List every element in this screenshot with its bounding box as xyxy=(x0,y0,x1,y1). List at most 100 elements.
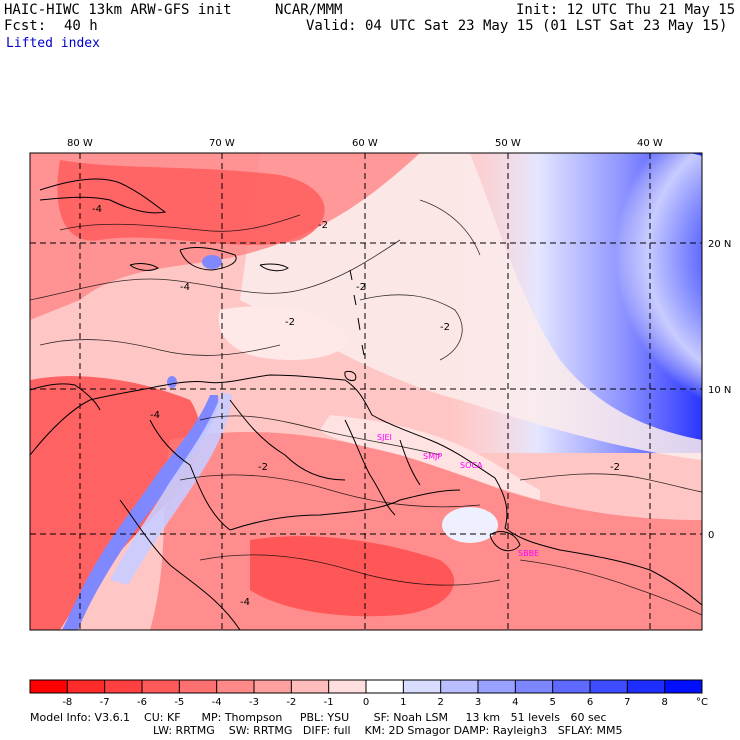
colorbar-tick-label: 8 xyxy=(661,697,667,708)
contour-label: -2 xyxy=(318,220,328,231)
contour-line-1 xyxy=(30,239,401,301)
colorbar-swatch xyxy=(291,680,330,693)
colorbar-tick-label: 7 xyxy=(624,697,630,708)
colorbar-swatch xyxy=(515,680,554,693)
forecast-hour: 40 h xyxy=(64,18,98,34)
colorbar-swatch xyxy=(179,680,218,693)
colorbar-tick-label: 3 xyxy=(475,697,481,708)
contour-line-4 xyxy=(199,415,441,456)
amazon-strong xyxy=(250,536,455,617)
colorbar-tick-label: -3 xyxy=(249,697,259,708)
contour-label: -4 xyxy=(150,410,160,421)
trinidad-coast xyxy=(344,371,357,381)
colorbar-tick-label: -5 xyxy=(174,697,184,708)
colombia-border xyxy=(149,419,231,531)
colorbar-tick-label: 1 xyxy=(400,697,406,708)
contour-label: -2 xyxy=(440,322,450,333)
lon-label-80w: 80 W xyxy=(67,138,93,149)
colorbar-swatch xyxy=(30,680,68,693)
south-america-north-coast xyxy=(30,374,702,606)
valid-time: Valid: 04 UTC Sat 23 May 15 (01 LST Sat … xyxy=(306,18,728,34)
forecast-label: Fcst: xyxy=(4,18,47,34)
colorbar-swatch xyxy=(627,680,666,693)
model-info-line1: Model Info: V3.6.1 CU: KF MP: Thompson P… xyxy=(30,711,607,724)
marajo-island xyxy=(489,531,521,552)
colorbar-tick-label: 6 xyxy=(587,697,593,708)
contour-label: -2 xyxy=(258,462,268,473)
caribbean-strong xyxy=(57,160,325,245)
venezuela-border xyxy=(229,399,346,481)
station-label: SOCA xyxy=(460,461,483,470)
colorbar-unit: °C xyxy=(696,697,708,708)
colorbar-swatch xyxy=(67,680,106,693)
station-label: SBBE xyxy=(518,549,539,558)
station-label: SJEI xyxy=(377,433,392,442)
lon-label-40w: 40 W xyxy=(637,138,663,149)
colorbar-swatch xyxy=(440,680,479,693)
colorbar-swatch xyxy=(664,680,703,693)
map-frame xyxy=(29,152,703,631)
hispaniola-stable xyxy=(202,255,222,269)
contour-line-3 xyxy=(39,339,281,356)
colorbar-tick-label: -1 xyxy=(324,697,334,708)
contour-line-5 xyxy=(179,474,481,508)
contour-line-8 xyxy=(519,559,702,616)
contour-line-10 xyxy=(419,199,481,256)
field-name: Lifted index xyxy=(6,36,100,51)
colombia-unstable xyxy=(30,376,201,630)
colorbar-tick-label: -2 xyxy=(286,697,296,708)
station-label: SMJP xyxy=(423,452,442,461)
colorbar-swatch xyxy=(590,680,628,693)
contour-label: -4 xyxy=(180,282,190,293)
contour-label: -2 xyxy=(285,317,295,328)
lon-label-70w: 70 W xyxy=(209,138,235,149)
contour-label: -4 xyxy=(240,597,250,608)
colorbar-swatch xyxy=(552,680,591,693)
contour-label: -2 xyxy=(356,282,366,293)
colorbar-swatch xyxy=(104,680,143,693)
venezuela-pale xyxy=(218,306,350,360)
lat-label-10n: 10 N xyxy=(708,385,731,396)
colorbar xyxy=(29,679,703,694)
contour-line-6 xyxy=(199,554,501,586)
peru-border xyxy=(119,499,241,630)
central-america-coast xyxy=(30,383,101,411)
suriname-border xyxy=(399,439,421,486)
colorbar-tick-label: 0 xyxy=(363,697,369,708)
contour-label: -2 xyxy=(610,462,620,473)
jamaica-coast xyxy=(129,263,159,271)
colorbar-tick-label: -6 xyxy=(137,697,147,708)
contour-line-7 xyxy=(519,473,702,493)
colorbar-swatch xyxy=(328,680,367,693)
colorbar-tick-label: 2 xyxy=(437,697,443,708)
amazon-delta-stable xyxy=(442,507,498,543)
cuba-coast xyxy=(39,178,167,214)
center-label: NCAR/MMM xyxy=(275,2,343,18)
lon-label-50w: 50 W xyxy=(495,138,521,149)
colorbar-swatch xyxy=(142,680,180,693)
lesser-antilles xyxy=(349,269,365,356)
neutral-band xyxy=(240,153,702,460)
colorbar-swatch xyxy=(254,680,292,693)
model-title: HAIC-HIWC 13km ARW-GFS init xyxy=(4,2,232,18)
lat-label-0: 0 xyxy=(708,530,714,541)
colorbar-tick-label: -4 xyxy=(212,697,222,708)
contour-label: -4 xyxy=(92,204,102,215)
colorbar-swatch xyxy=(403,680,442,693)
colorbar-tick-label: -7 xyxy=(100,697,110,708)
hispaniola-coast xyxy=(179,247,237,271)
init-time: Init: 12 UTC Thu 21 May 15 xyxy=(516,2,736,18)
brazil-border xyxy=(229,489,461,531)
contour-line-2 xyxy=(59,214,301,232)
andes-stable xyxy=(62,395,219,630)
colorbar-swatch xyxy=(478,680,516,693)
colorbar-tick-label: 5 xyxy=(549,697,555,708)
puerto-rico-coast xyxy=(259,263,289,272)
colorbar-tick-label: 4 xyxy=(512,697,518,708)
contour-line-9 xyxy=(359,294,463,361)
lake-maracaibo xyxy=(167,376,177,388)
guiana-coast-pale xyxy=(320,415,540,500)
andes-stable-pale xyxy=(110,392,232,585)
colorbar-swatch xyxy=(366,680,404,693)
